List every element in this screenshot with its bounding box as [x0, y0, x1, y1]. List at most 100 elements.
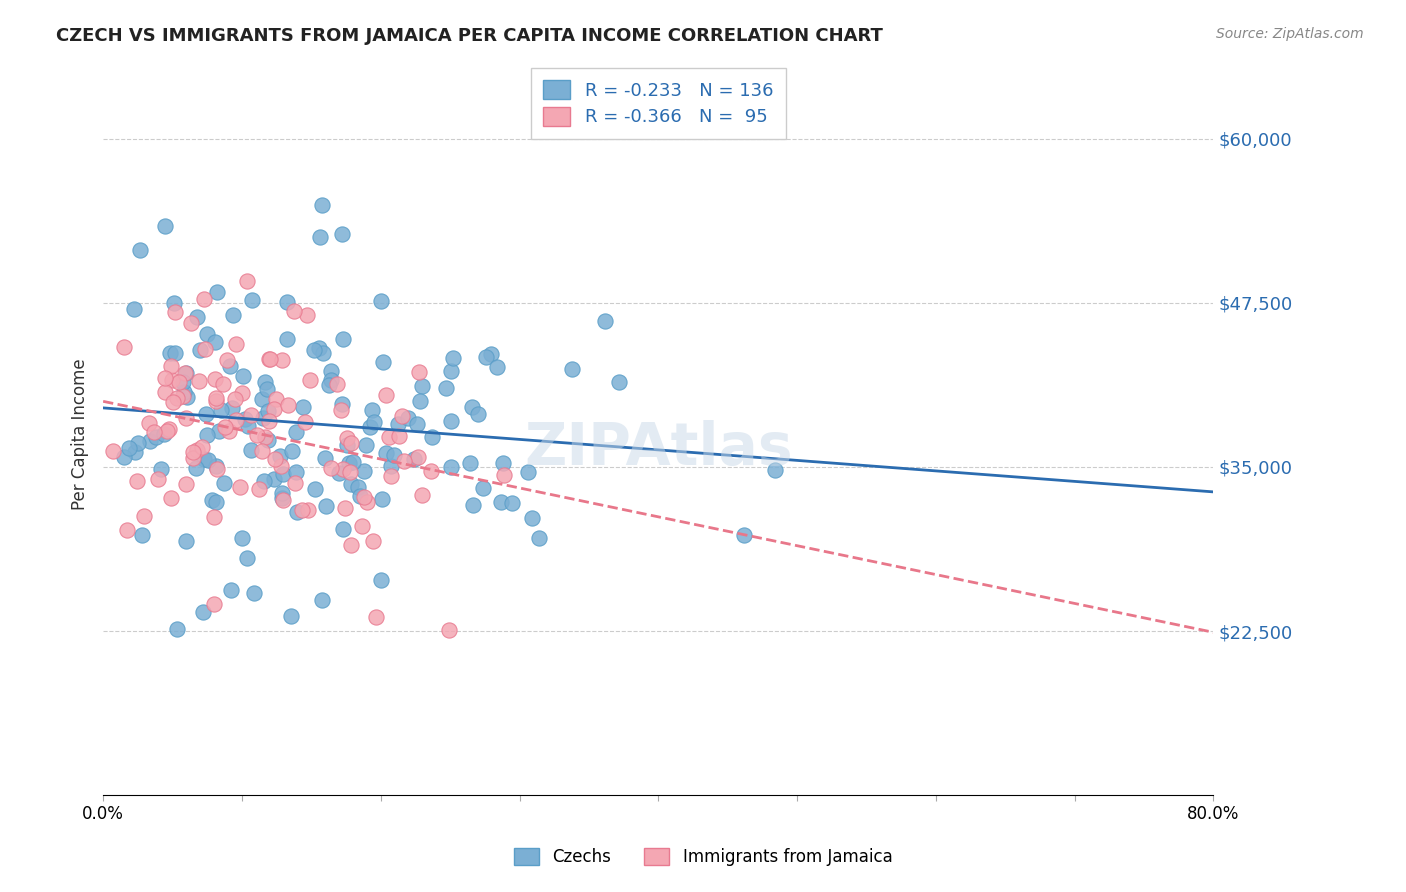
Immigrants from Jamaica: [153, 384, 176, 399]
Czechs: [315, 499, 337, 513]
Immigrants from Jamaica: [340, 538, 363, 552]
Czechs: [522, 511, 544, 525]
Immigrants from Jamaica: [411, 488, 433, 502]
Immigrants from Jamaica: [132, 508, 155, 523]
Czechs: [271, 467, 294, 482]
Czechs: [166, 623, 188, 637]
Czechs: [197, 327, 219, 342]
Czechs: [354, 438, 377, 452]
Czechs: [201, 492, 224, 507]
Czechs: [440, 414, 463, 428]
Czechs: [479, 347, 502, 361]
Immigrants from Jamaica: [217, 353, 239, 368]
Czechs: [221, 401, 243, 415]
Czechs: [204, 458, 226, 473]
Czechs: [256, 382, 278, 396]
Czechs: [353, 464, 375, 478]
Immigrants from Jamaica: [270, 352, 292, 367]
Czechs: [346, 480, 368, 494]
Immigrants from Jamaica: [257, 414, 280, 428]
Czechs: [370, 573, 392, 587]
Czechs: [138, 434, 160, 449]
Immigrants from Jamaica: [225, 413, 247, 427]
Immigrants from Jamaica: [188, 375, 211, 389]
Czechs: [204, 334, 226, 349]
Immigrants from Jamaica: [202, 510, 225, 524]
Immigrants from Jamaica: [394, 453, 416, 467]
Immigrants from Jamaica: [247, 482, 270, 496]
Czechs: [763, 463, 786, 477]
Czechs: [436, 380, 458, 394]
Czechs: [195, 407, 218, 421]
Immigrants from Jamaica: [263, 401, 285, 416]
Czechs: [363, 415, 385, 429]
Czechs: [467, 407, 489, 421]
Czechs: [176, 390, 198, 404]
Czechs: [330, 227, 353, 242]
Immigrants from Jamaica: [356, 495, 378, 509]
Czechs: [361, 402, 384, 417]
Czechs: [276, 332, 298, 346]
Immigrants from Jamaica: [163, 304, 186, 318]
Czechs: [193, 451, 215, 466]
Czechs: [380, 458, 402, 473]
Czechs: [458, 456, 481, 470]
Czechs: [253, 474, 276, 488]
Y-axis label: Per Capita Income: Per Capita Income: [72, 359, 89, 510]
Czechs: [173, 384, 195, 399]
Immigrants from Jamaica: [254, 430, 277, 444]
Czechs: [240, 442, 263, 457]
Czechs: [219, 583, 242, 598]
Immigrants from Jamaica: [332, 461, 354, 475]
Czechs: [501, 496, 523, 510]
Immigrants from Jamaica: [380, 469, 402, 483]
Czechs: [411, 379, 433, 393]
Immigrants from Jamaica: [378, 430, 401, 444]
Text: CZECH VS IMMIGRANTS FROM JAMAICA PER CAPITA INCOME CORRELATION CHART: CZECH VS IMMIGRANTS FROM JAMAICA PER CAP…: [56, 27, 883, 45]
Immigrants from Jamaica: [155, 424, 177, 438]
Czechs: [441, 351, 464, 366]
Czechs: [440, 364, 463, 378]
Czechs: [409, 394, 432, 409]
Czechs: [112, 450, 135, 464]
Immigrants from Jamaica: [291, 502, 314, 516]
Czechs: [152, 426, 174, 441]
Czechs: [384, 448, 406, 462]
Immigrants from Jamaica: [391, 409, 413, 424]
Czechs: [236, 551, 259, 566]
Czechs: [208, 425, 231, 439]
Czechs: [131, 528, 153, 542]
Czechs: [371, 491, 394, 506]
Czechs: [396, 410, 419, 425]
Czechs: [292, 400, 315, 414]
Immigrants from Jamaica: [181, 450, 204, 465]
Immigrants from Jamaica: [205, 391, 228, 405]
Immigrants from Jamaica: [257, 352, 280, 367]
Czechs: [129, 243, 152, 257]
Immigrants from Jamaica: [319, 461, 342, 475]
Czechs: [349, 489, 371, 503]
Czechs: [402, 452, 425, 467]
Immigrants from Jamaica: [271, 493, 294, 508]
Immigrants from Jamaica: [264, 392, 287, 406]
Immigrants from Jamaica: [270, 459, 292, 474]
Czechs: [405, 417, 427, 431]
Czechs: [165, 345, 187, 359]
Czechs: [284, 425, 307, 439]
Immigrants from Jamaica: [492, 468, 515, 483]
Immigrants from Jamaica: [366, 610, 388, 624]
Czechs: [145, 430, 167, 444]
Czechs: [371, 355, 394, 369]
Legend: Czechs, Immigrants from Jamaica: Czechs, Immigrants from Jamaica: [505, 840, 901, 875]
Czechs: [205, 285, 228, 299]
Czechs: [492, 456, 515, 470]
Immigrants from Jamaica: [419, 464, 441, 478]
Czechs: [319, 373, 342, 387]
Czechs: [122, 301, 145, 316]
Immigrants from Jamaica: [295, 308, 318, 322]
Czechs: [118, 442, 141, 456]
Czechs: [318, 377, 340, 392]
Immigrants from Jamaica: [231, 386, 253, 401]
Czechs: [191, 606, 214, 620]
Immigrants from Jamaica: [160, 359, 183, 373]
